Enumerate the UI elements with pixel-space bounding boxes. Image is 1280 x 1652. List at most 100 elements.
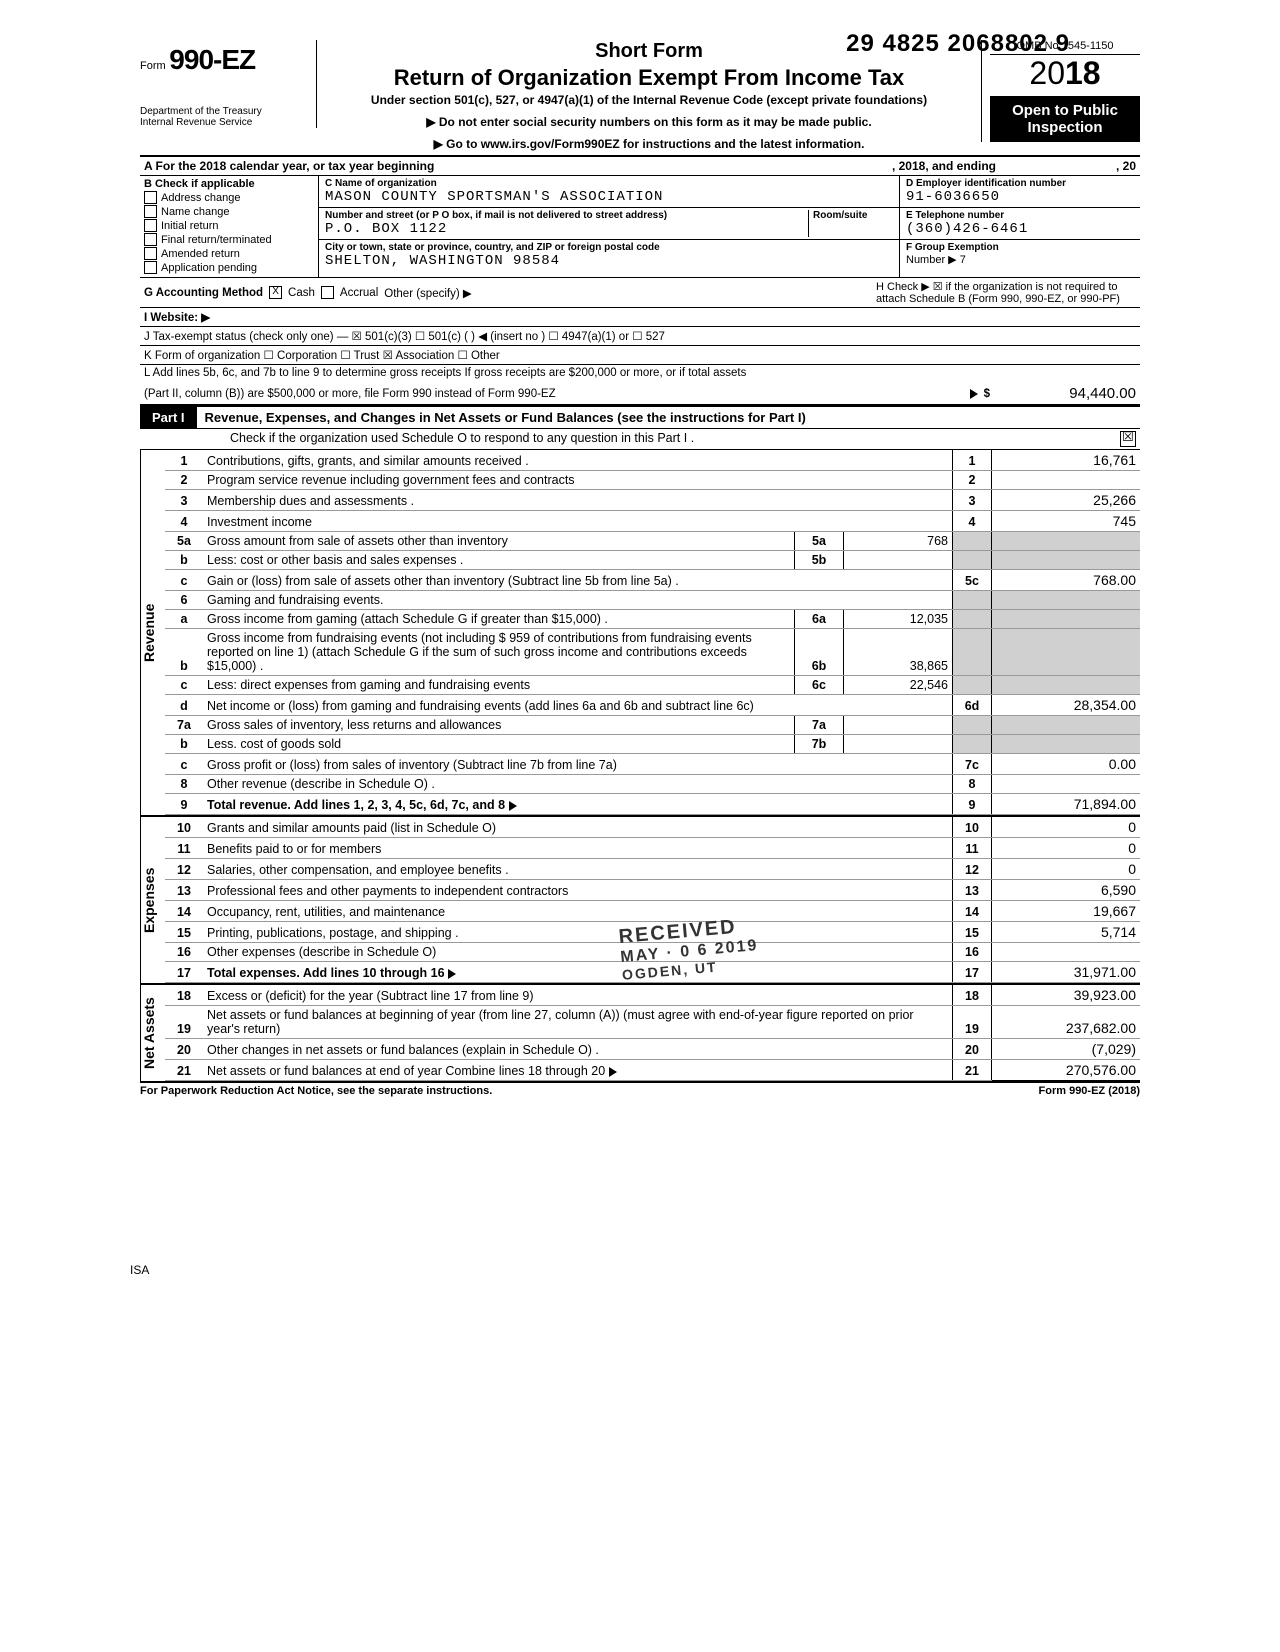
c-street-label: Number and street (or P O box, if mail i… (325, 210, 808, 221)
expenses-table: 10Grants and similar amounts paid (list … (165, 817, 1140, 983)
cb-label: Amended return (161, 248, 240, 260)
subtitle: Under section 501(c), 527, or 4947(a)(1)… (327, 93, 971, 107)
dept-treasury: Department of the Treasury Internal Reve… (140, 106, 310, 128)
line-6: 6Gaming and fundraising events. (165, 591, 1140, 610)
l-amount: 94,440.00 (996, 385, 1136, 402)
e-row: E Telephone number (360)426-6461 (900, 208, 1140, 240)
row-a: A For the 2018 calendar year, or tax yea… (140, 157, 1140, 176)
c-street-row: Number and street (or P O box, if mail i… (319, 208, 899, 240)
check-o-text: Check if the organization used Schedule … (230, 431, 694, 447)
row-i: I Website: ▶ (140, 308, 1140, 327)
cb-schedule-o[interactable]: ☒ (1120, 431, 1136, 447)
year-prefix: 20 (1029, 55, 1065, 91)
cb-address-change[interactable]: Address change (144, 191, 314, 204)
cb-final-return[interactable]: Final return/terminated (144, 233, 314, 246)
room-label: Room/suite (813, 210, 893, 221)
cb-name-change[interactable]: Name change (144, 205, 314, 218)
part1-label: Part I (140, 407, 197, 428)
misc-rows: G Accounting Method XCash Accrual Other … (140, 278, 1140, 405)
form-number: 990-EZ (169, 44, 255, 75)
cb-app-pending[interactable]: Application pending (144, 261, 314, 274)
line-20: 20Other changes in net assets or fund ba… (165, 1039, 1140, 1060)
arrow-icon (509, 801, 517, 811)
form-page: 29 4825 2068802 9 Form 990-EZ Department… (140, 40, 1140, 1097)
revenue-section: Revenue 1Contributions, gifts, grants, a… (140, 450, 1140, 817)
line-13: 13Professional fees and other payments t… (165, 880, 1140, 901)
f-number: Number ▶ 7 (906, 253, 1134, 266)
d-label: D Employer identification number (906, 178, 1134, 189)
cb-label: Final return/terminated (161, 234, 272, 246)
l9-desc: Total revenue. Add lines 1, 2, 3, 4, 5c,… (207, 798, 505, 812)
cb-label: Address change (161, 192, 241, 204)
expenses-section: Expenses 10Grants and similar amounts pa… (140, 817, 1140, 985)
open-public-1: Open to Public (994, 102, 1136, 119)
cb-cash[interactable]: X (269, 286, 282, 299)
f-label: F Group Exemption (906, 242, 1134, 253)
org-name: MASON COUNTY SPORTSMAN'S ASSOCIATION (325, 189, 893, 205)
col-b: B Check if applicable Address change Nam… (140, 176, 319, 277)
return-title: Return of Organization Exempt From Incom… (327, 65, 971, 91)
arrow-icon (970, 389, 978, 399)
ein-value: 91-6036650 (906, 189, 1134, 205)
line-19: 19Net assets or fund balances at beginni… (165, 1006, 1140, 1039)
line-7c: cGross profit or (loss) from sales of in… (165, 754, 1140, 775)
h-text: H Check ▶ ☒ if the organization is not r… (876, 280, 1136, 305)
line-14: 14Occupancy, rent, utilities, and mainte… (165, 901, 1140, 922)
netassets-table: 18Excess or (deficit) for the year (Subt… (165, 985, 1140, 1081)
line-6c: cLess: direct expenses from gaming and f… (165, 676, 1140, 695)
netassets-section: Net Assets 18Excess or (deficit) for the… (140, 985, 1140, 1083)
form-prefix: Form (140, 60, 166, 72)
cb-initial-return[interactable]: Initial return (144, 219, 314, 232)
revenue-label: Revenue (140, 450, 165, 815)
line-6d: dNet income or (loss) from gaming and fu… (165, 695, 1140, 716)
org-city: SHELTON, WASHINGTON 98584 (325, 253, 893, 269)
cb-amended[interactable]: Amended return (144, 247, 314, 260)
expenses-label: Expenses (140, 817, 165, 983)
l17-desc: Total expenses. Add lines 10 through 16 (207, 966, 445, 980)
tax-year: 2018 (990, 55, 1140, 92)
row-l: L Add lines 5b, 6c, and 7b to line 9 to … (140, 365, 1140, 405)
open-public-2: Inspection (994, 119, 1136, 136)
year-bold: 18 (1065, 55, 1101, 91)
footer-right: Form 990-EZ (2018) (1039, 1085, 1140, 1097)
line-21: 21Net assets or fund balances at end of … (165, 1060, 1140, 1081)
revenue-table: 1Contributions, gifts, grants, and simil… (165, 450, 1140, 815)
line-6b: bGross income from fundraising events (n… (165, 629, 1140, 676)
line-3: 3Membership dues and assessments .325,26… (165, 490, 1140, 511)
j-text: J Tax-exempt status (check only one) — ☒… (144, 329, 665, 343)
dept-line1: Department of the Treasury (140, 106, 310, 117)
row-g-h: G Accounting Method XCash Accrual Other … (140, 278, 1140, 308)
check-schedule-o: Check if the organization used Schedule … (140, 429, 1140, 450)
line-6a: aGross income from gaming (attach Schedu… (165, 610, 1140, 629)
cb-label: Initial return (161, 220, 218, 232)
page-footer: For Paperwork Reduction Act Notice, see … (140, 1083, 1140, 1097)
line-16: 16Other expenses (describe in Schedule O… (165, 943, 1140, 962)
line-5b: bLess: cost or other basis and sales exp… (165, 551, 1140, 570)
line-5c: cGain or (loss) from sale of assets othe… (165, 570, 1140, 591)
cb-accrual[interactable] (321, 286, 334, 299)
line-18: 18Excess or (deficit) for the year (Subt… (165, 985, 1140, 1006)
isa-mark: ISA (130, 1263, 149, 1277)
g-label: G Accounting Method (144, 287, 263, 299)
g-cash: Cash (288, 287, 315, 299)
c-name-row: C Name of organization MASON COUNTY SPOR… (319, 176, 899, 208)
cb-label: Application pending (161, 262, 257, 274)
line-11: 11Benefits paid to or for members110 (165, 838, 1140, 859)
stamp-number: 29 4825 2068802 9 (846, 30, 1070, 58)
c-name-label: C Name of organization (325, 178, 893, 189)
phone-value: (360)426-6461 (906, 221, 1134, 237)
b-label: B Check if applicable (144, 178, 314, 190)
g-other: Other (specify) ▶ (384, 286, 471, 300)
c-city-label: City or town, state or province, country… (325, 242, 893, 253)
dept-line2: Internal Revenue Service (140, 117, 310, 128)
col-c: C Name of organization MASON COUNTY SPOR… (319, 176, 900, 277)
l-text2: (Part II, column (B)) are $500,000 or mo… (144, 388, 556, 400)
line-2: 2Program service revenue including gover… (165, 471, 1140, 490)
line-17: 17Total expenses. Add lines 10 through 1… (165, 962, 1140, 983)
e-label: E Telephone number (906, 210, 1134, 221)
arrow-icon (448, 969, 456, 979)
i-label: I Website: ▶ (144, 310, 210, 324)
netassets-label: Net Assets (140, 985, 165, 1081)
a-text1: A For the 2018 calendar year, or tax yea… (144, 159, 434, 173)
cb-label: Name change (161, 206, 230, 218)
